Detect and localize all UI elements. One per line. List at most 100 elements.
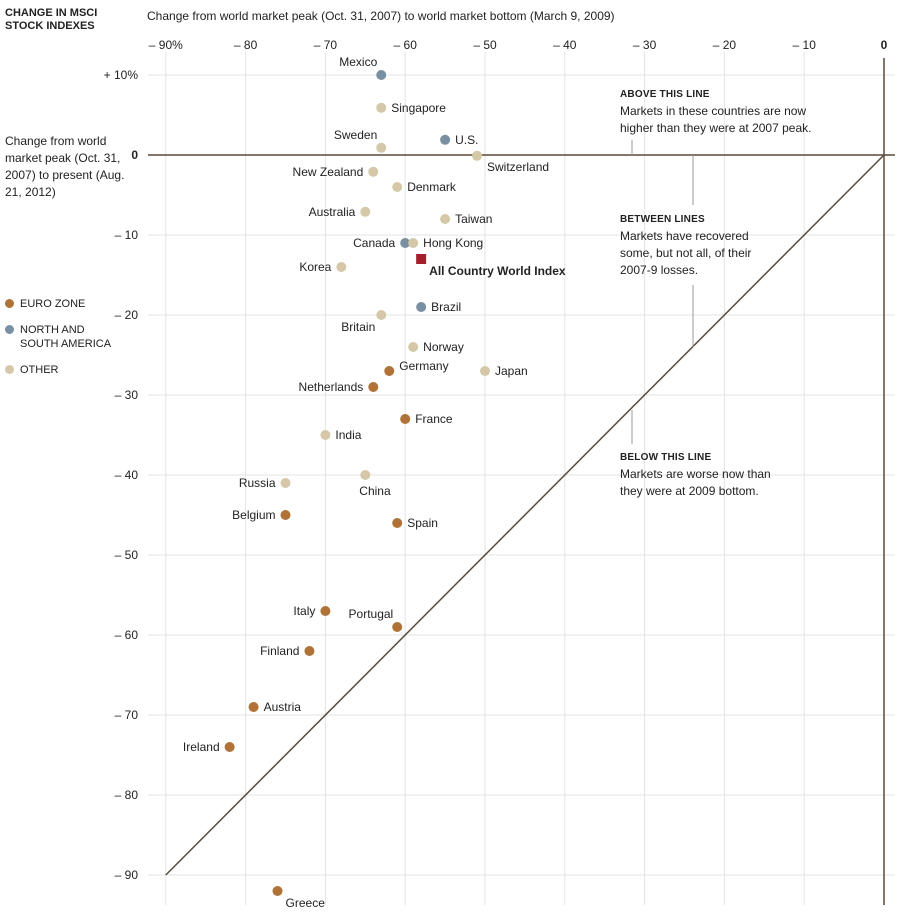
point-label: Australia <box>309 205 356 219</box>
x-tick-label: – 50 <box>473 38 497 52</box>
data-point <box>376 310 387 320</box>
point-label: U.S. <box>455 133 478 147</box>
point-label: Sweden <box>334 128 377 142</box>
legend-item-euro: EURO ZONE <box>5 297 125 311</box>
data-point <box>440 134 451 145</box>
annotation-text: Markets have recovered some, but not all… <box>620 229 752 277</box>
point-label: Hong Kong <box>423 236 483 250</box>
point-label: Canada <box>353 236 395 250</box>
y-axis-label: Change from world market peak (Oct. 31, … <box>5 134 125 199</box>
data-point <box>472 150 483 161</box>
point-label: Mexico <box>339 55 377 69</box>
y-tick-label: – 30 <box>115 388 139 402</box>
annotation-below: BELOW THIS LINE Markets are worse now tha… <box>620 449 790 500</box>
y-tick-label: – 20 <box>115 308 139 322</box>
x-tick-label: – 20 <box>713 38 737 52</box>
y-tick-label: – 60 <box>115 628 139 642</box>
diagonal-line <box>165 154 885 876</box>
point-label: Portugal <box>349 607 394 621</box>
data-point <box>360 206 371 217</box>
point-label: Korea <box>299 260 331 274</box>
annotation-heading: BELOW THIS LINE <box>620 452 712 463</box>
x-axis-label: Change from world market peak (Oct. 31, … <box>147 9 615 23</box>
point-label: Switzerland <box>487 160 549 174</box>
data-point <box>368 166 379 177</box>
data-point <box>376 70 387 80</box>
point-label: France <box>415 412 453 426</box>
point-label: Italy <box>293 604 315 618</box>
legend-label: OTHER <box>20 364 59 376</box>
legend-item-americas: NORTH AND SOUTH AMERICA <box>5 323 125 351</box>
legend-item-other: OTHER <box>5 363 125 377</box>
y-tick-label: – 10 <box>115 228 139 242</box>
annotation-text: Markets in these countries are now highe… <box>620 104 812 135</box>
data-point <box>336 262 347 272</box>
point-label: Russia <box>239 476 276 490</box>
point-label: Singapore <box>391 101 446 115</box>
data-point <box>392 518 403 528</box>
legend-label: EURO ZONE <box>20 298 86 310</box>
data-point <box>304 646 315 656</box>
y-tick-label: 0 <box>131 148 138 162</box>
annotation-between: BETWEEN LINES Markets have recovered some… <box>620 211 780 279</box>
data-point <box>320 430 331 440</box>
x-tick-label: – 80 <box>234 38 258 52</box>
point-label: China <box>359 484 391 498</box>
data-point <box>400 238 411 248</box>
point-label: Britain <box>341 320 375 334</box>
point-label: Germany <box>399 359 448 373</box>
x-tick-label: – 90% <box>149 38 183 52</box>
x-tick-label: – 70 <box>314 38 338 52</box>
data-point <box>480 366 490 376</box>
data-point <box>416 302 427 312</box>
data-point <box>280 478 291 488</box>
data-point <box>376 102 387 113</box>
annotation-heading: ABOVE THIS LINE <box>620 89 710 100</box>
point-label: Brazil <box>431 300 461 314</box>
point-label: Finland <box>260 644 299 658</box>
y-tick-label: – 50 <box>115 548 139 562</box>
data-point <box>248 702 259 712</box>
data-point <box>384 366 395 376</box>
legend-dot <box>5 325 14 334</box>
y-tick-label: + 10% <box>104 68 139 82</box>
point-label: New Zealand <box>293 165 364 179</box>
point-label: India <box>335 428 361 442</box>
point-label: Greece <box>286 896 326 910</box>
x-tick-label: 0 <box>881 38 888 52</box>
x-tick-label: – 60 <box>394 38 418 52</box>
data-point <box>440 214 451 224</box>
data-point <box>368 382 379 392</box>
point-label: Japan <box>495 364 528 378</box>
index-point <box>416 254 427 264</box>
y-tick-label: – 90 <box>115 868 139 882</box>
y-tick-label: – 40 <box>115 468 139 482</box>
annotation-above: ABOVE THIS LINE Markets in these countrie… <box>620 86 840 137</box>
data-point <box>272 886 283 896</box>
legend: EURO ZONE NORTH AND SOUTH AMERICA OTHER <box>5 297 125 389</box>
legend-dot <box>5 365 14 374</box>
point-label: Ireland <box>183 740 220 754</box>
point-label: Austria <box>264 700 302 714</box>
y-tick-label: – 70 <box>115 708 139 722</box>
point-label: Taiwan <box>455 212 492 226</box>
chart-title: CHANGE IN MSCI STOCK INDEXES <box>5 7 98 32</box>
x-tick-label: – 30 <box>633 38 657 52</box>
point-label: Belgium <box>232 508 275 522</box>
y-tick-label: – 80 <box>115 788 139 802</box>
legend-label: NORTH AND SOUTH AMERICA <box>20 324 112 350</box>
point-label: Netherlands <box>299 380 364 394</box>
legend-dot <box>5 299 14 308</box>
annotation-text: Markets are worse now than they were at … <box>620 467 771 498</box>
x-tick-label: – 40 <box>553 38 577 52</box>
annotation-heading: BETWEEN LINES <box>620 214 705 225</box>
point-label: Denmark <box>407 180 457 194</box>
data-point <box>360 470 371 480</box>
data-point <box>408 238 419 248</box>
data-point <box>392 182 403 192</box>
data-point <box>320 606 331 616</box>
point-label: Spain <box>407 516 438 530</box>
point-label: Norway <box>423 340 464 354</box>
